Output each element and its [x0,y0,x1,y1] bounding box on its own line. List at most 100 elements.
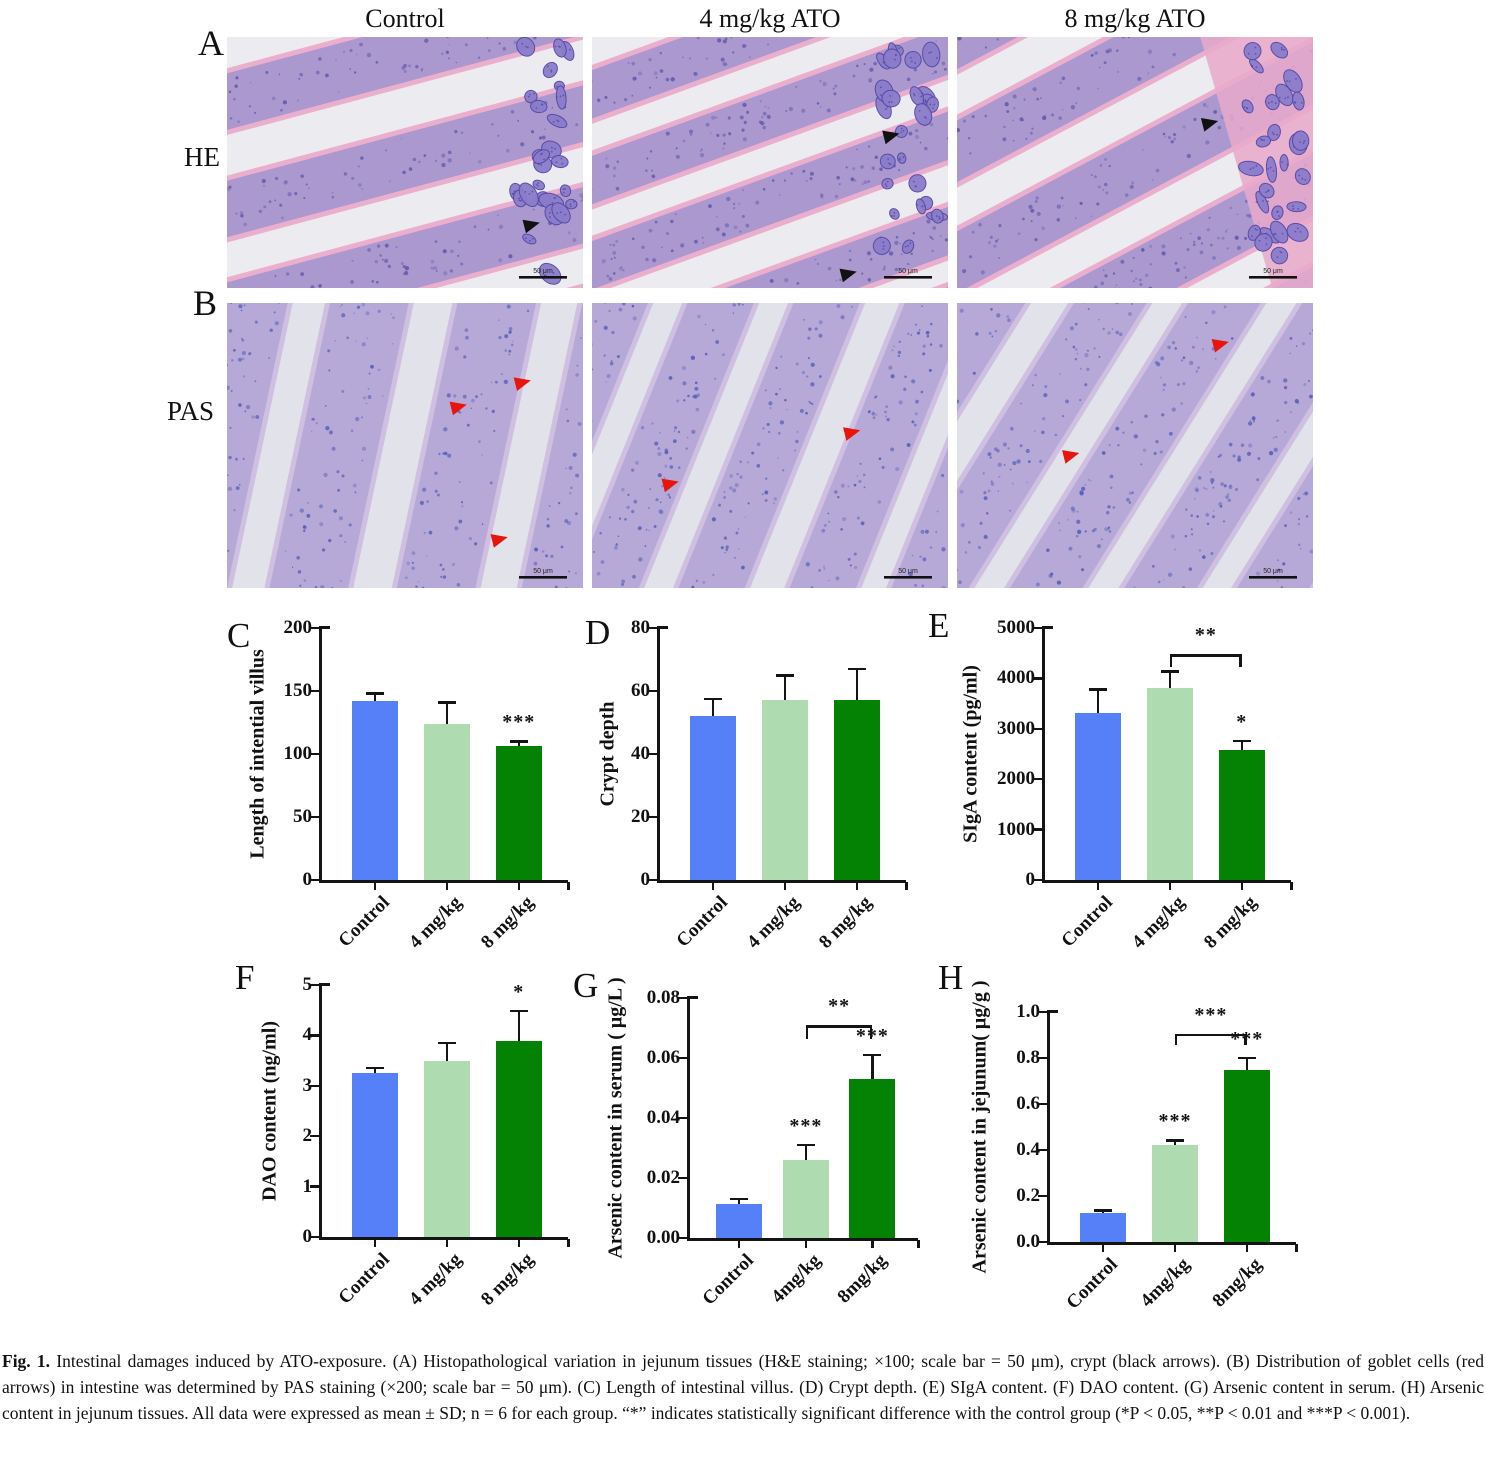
y-tick [310,626,319,630]
x-tick [783,882,787,890]
comparison-bracket-drop [1244,1033,1247,1046]
x-axis [319,880,568,883]
red-arrowhead [1211,338,1229,353]
y-tick-label: 200 [283,617,313,638]
y-tick [678,1116,687,1120]
error-bar-line [445,702,449,724]
bracket-significance-label: *** [1194,1003,1228,1026]
y-tick-label: 0 [640,869,651,890]
x-axis [687,1238,918,1241]
bar-4-mg-kg [1146,688,1193,880]
bar-control [351,701,398,880]
x-axis-end-tick [905,882,908,890]
y-tick [1038,1148,1047,1152]
red-arrowhead [513,377,531,392]
x-axis-end-tick [1295,1244,1298,1252]
panel-letter-d: D [585,613,611,652]
bar-control [689,716,736,880]
x-tick [804,1240,808,1248]
error-bar-line [373,693,377,702]
micrograph-he-8mg-ato: 50 μm [957,37,1313,288]
bar-4-mg-kg [423,723,470,880]
y-tick [1033,828,1042,831]
error-bar-line [1245,1058,1249,1070]
scale-bar-label: 50 μm [898,568,918,575]
error-bar-cap [1232,739,1251,743]
error-bar-cap [775,674,794,677]
significance-label: *** [502,711,536,734]
y-tick-label: 3000 [997,717,1035,739]
micrograph-he-control: 50 μm [227,37,583,288]
bar-8-mg-kg [495,746,542,880]
red-arrowhead [449,401,467,416]
y-tick [1033,777,1042,781]
y-tick-label: 4000 [997,667,1035,689]
y-tick-label: 0 [1025,869,1036,890]
x-axis-end-tick [917,1240,920,1248]
micrograph-pas-control: 50 μm [227,303,583,588]
y-tick-label: 0.2 [1016,1185,1040,1206]
panel-letter-h: H [938,958,964,997]
error-bar-cap [437,1041,456,1045]
error-bar-cap [703,697,722,701]
significance-label: *** [855,1025,889,1047]
y-tick [678,1176,687,1180]
bar-chart-f-dao-content: 0 1 2 3 4 5 DAO content (ng/ml) Control 4 mg/kg 8… [235,958,570,1310]
x-axis-end-tick [1290,882,1293,890]
panel-letter-f: F [235,958,255,997]
bracket-significance-label: ** [1194,624,1217,647]
micrograph-pas-8mg-ato: 50 μm [957,303,1313,588]
error-bar-line [373,1068,377,1074]
bar-control [351,1073,398,1237]
y-axis [1042,626,1045,883]
bar-control [1074,712,1121,880]
x-tick [517,882,521,890]
figure-caption: Fig. 1. Intestinal damages induced by AT… [2,1348,1484,1426]
x-tick [737,1240,741,1248]
y-tick [678,1056,687,1060]
scale-bar-label: 50 μm [1263,268,1283,275]
comparison-bracket [805,1025,873,1028]
y-axis [319,983,322,1240]
scale-bar-label: 50 μm [898,268,918,275]
error-bar-line [737,1199,741,1204]
y-axis-end-cap [319,983,330,986]
y-tick-label: 100 [283,743,313,764]
x-tick [871,1240,874,1248]
panel-letter-b: B [193,283,218,323]
comparison-bracket-drop [1174,1033,1178,1046]
y-tick [1038,1056,1047,1060]
y-tick [310,1235,319,1239]
x-tick [445,1239,449,1247]
y-tick [310,752,319,756]
error-bar-line [1096,689,1100,713]
error-bar-line [1240,740,1244,751]
y-tick-label: 0.0 [1016,1231,1040,1252]
scale-bar [884,276,932,279]
error-bar-cap [1160,670,1179,673]
error-bar-line [871,1055,874,1079]
x-tick [1240,882,1244,890]
comparison-bracket-drop [805,1025,809,1039]
scale-bar-label: 50 μm [533,268,553,275]
y-tick-label: 0.8 [1016,1047,1040,1068]
micrograph-image: 50 μm [957,303,1313,588]
row-label-pas: PAS [167,396,215,426]
error-bar-line [1173,1140,1177,1146]
y-tick [648,626,657,630]
x-axis [1047,1242,1296,1245]
scale-bar-label: 50 μm [1263,568,1283,575]
y-tick [310,1084,319,1088]
y-tick [310,1134,319,1138]
significance-label: *** [789,1115,823,1137]
y-tick [310,983,319,987]
error-bar-line [855,668,859,701]
y-axis [1047,1010,1050,1245]
x-tick [1168,882,1172,890]
comparison-bracket-drop [1169,654,1173,668]
bar-chart-g-arsenic-serum: 0.00 0.02 0.04 0.06 0.08 Arsenic content in s… [573,966,920,1309]
x-tick [1096,882,1100,890]
bracket-significance-label: ** [828,995,851,1017]
error-bar-line [517,741,521,747]
y-axis-label: SIgA content (pg/ml) [959,665,982,843]
